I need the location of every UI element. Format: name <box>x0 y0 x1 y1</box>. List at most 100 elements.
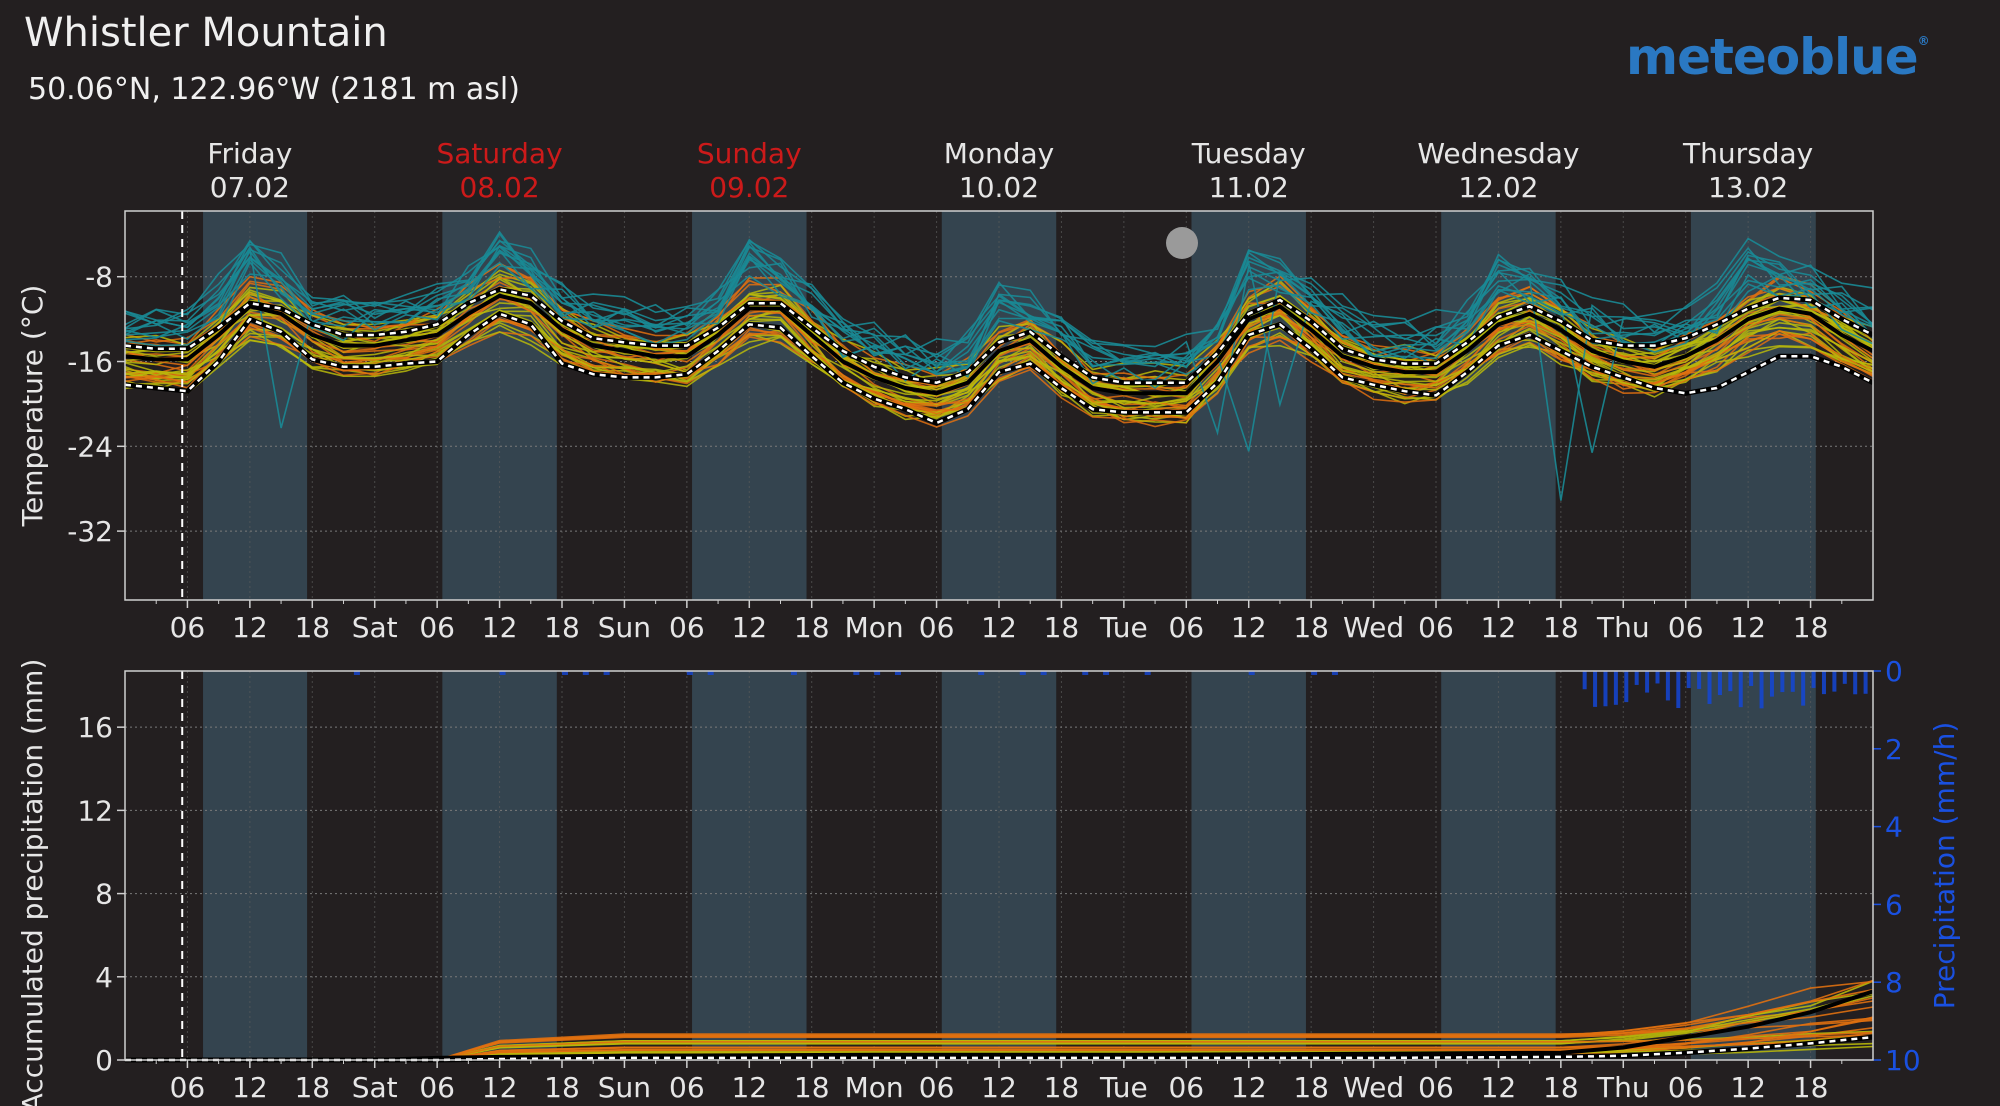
x-tick-label: 06 <box>1168 1071 1204 1104</box>
ensemble-line <box>124 294 1874 414</box>
precip-bar <box>1613 671 1618 705</box>
ensemble-line-teal <box>124 237 1874 356</box>
precip-bar <box>1665 671 1670 701</box>
day-name-label: Monday <box>944 137 1055 170</box>
ensemble-line-teal <box>124 258 1874 452</box>
day-name-label: Saturday <box>436 137 562 170</box>
page-title: Whistler Mountain <box>24 10 388 56</box>
y-tick-label: -32 <box>67 515 113 548</box>
day-date-label: 07.02 <box>210 171 290 204</box>
day-name-label: Sunday <box>697 137 802 170</box>
median-line <box>124 293 1874 396</box>
y2-tick-label: 4 <box>1885 811 1903 844</box>
x-tick-label: 06 <box>669 1071 705 1104</box>
x-tick-label: 12 <box>731 1071 767 1104</box>
day-date-label: 11.02 <box>1209 171 1289 204</box>
y2-tick-label: 6 <box>1885 888 1903 921</box>
precip-bar <box>874 671 881 675</box>
x-tick-label: 18 <box>1293 611 1329 644</box>
x-tick-label: 06 <box>1668 1071 1704 1104</box>
quantile-line <box>124 288 1874 384</box>
daylight-band <box>1690 211 1816 600</box>
precip-bar <box>1717 671 1722 696</box>
precip-bar <box>1645 671 1650 693</box>
ensemble-line <box>124 285 1874 389</box>
y2-tick-label: 8 <box>1885 966 1903 999</box>
day-date-label: 12.02 <box>1458 171 1538 204</box>
y-tick-label: 16 <box>77 711 113 744</box>
precip-bars <box>353 671 1868 709</box>
ensemble-line-teal <box>124 258 1874 389</box>
x-tick-label: Mon <box>845 1071 904 1104</box>
y-axis-label: Accumulated precipitation (mm) <box>16 659 49 1106</box>
precipitation-panel: 0 4 8 12 16 0 2 4 6 8 10 Precipitation (mm/h) 06 12 18… <box>16 655 1961 1106</box>
precip-bar <box>603 671 610 675</box>
registered-mark: ® <box>1917 34 1930 48</box>
x-tick-label: Sun <box>598 611 651 644</box>
location-coordinates: 50.06°N, 122.96°W (2181 m asl) <box>28 72 520 107</box>
precip-bar <box>1811 671 1816 688</box>
x-tick-label: 06 <box>1418 1071 1454 1104</box>
x-tick-label: 06 <box>669 611 705 644</box>
x-tick-label: Mon <box>845 611 904 644</box>
x-tick-label: Tue <box>1099 1071 1148 1104</box>
day-date-label: 09.02 <box>709 171 789 204</box>
ensemble-line <box>124 311 1874 405</box>
y-tick-label: 12 <box>77 794 113 827</box>
x-tick-label: 12 <box>232 611 268 644</box>
precip-bar <box>1832 671 1837 692</box>
x-tick-label: 18 <box>1293 1071 1329 1104</box>
x-tick-label: 12 <box>981 611 1017 644</box>
precip-bar <box>1842 671 1847 684</box>
y2-tick-label: 2 <box>1885 733 1903 766</box>
ensemble-line-teal <box>124 245 1874 383</box>
x-tick-label: 18 <box>1793 611 1829 644</box>
ensemble-line <box>124 276 1874 380</box>
precip-bar <box>1593 671 1598 707</box>
precip-bar <box>1040 671 1047 675</box>
y2-tick-label: 10 <box>1885 1044 1921 1077</box>
precip-bar <box>1821 671 1826 695</box>
x-tick-label: 18 <box>294 611 330 644</box>
x-tick-label: 12 <box>1730 1071 1766 1104</box>
precip-bar <box>582 671 589 675</box>
precip-bar <box>790 671 797 675</box>
daylight-band <box>692 671 807 1060</box>
x-tick-label: 12 <box>482 1071 518 1104</box>
x-tick-label: 12 <box>981 1071 1017 1104</box>
y-tick-label: -8 <box>85 261 113 294</box>
x-tick-label: 12 <box>1231 611 1267 644</box>
precip-bar <box>894 671 901 675</box>
x-tick-label: 12 <box>482 611 518 644</box>
x-tick-label: 12 <box>1481 611 1517 644</box>
precip-bar <box>1624 671 1629 703</box>
x-tick-label: 06 <box>170 611 206 644</box>
daylight-band <box>941 211 1057 600</box>
y-tick-label: -16 <box>67 346 113 379</box>
precip-bar <box>1707 671 1712 704</box>
x-tick-label: 18 <box>794 611 830 644</box>
precip-bar <box>1311 671 1318 675</box>
precip-bar <box>1676 671 1681 709</box>
daylight-band <box>1441 671 1556 1060</box>
precip-bar <box>1780 671 1785 693</box>
day-name-label: Friday <box>207 137 292 170</box>
y-tick-label: -24 <box>67 430 113 463</box>
logo-text: meteoblue <box>1626 28 1919 86</box>
x-tick-label: Sat <box>352 1071 398 1104</box>
daylight-band <box>941 671 1057 1060</box>
x-tick-label: 18 <box>294 1071 330 1104</box>
moon-icon <box>1166 227 1198 259</box>
precip-bar <box>353 671 360 675</box>
x-tick-label: 18 <box>1543 1071 1579 1104</box>
precip-bar <box>1697 671 1702 689</box>
meteoblue-logo[interactable]: meteoblue® <box>1626 28 1930 86</box>
precip-bar <box>707 671 714 675</box>
x-tick-label: 18 <box>1044 611 1080 644</box>
x-tick-label: Thu <box>1596 1071 1650 1104</box>
day-date-label: 13.02 <box>1708 171 1788 204</box>
y-tick-label: 4 <box>95 961 113 994</box>
daylight-band <box>442 671 557 1060</box>
